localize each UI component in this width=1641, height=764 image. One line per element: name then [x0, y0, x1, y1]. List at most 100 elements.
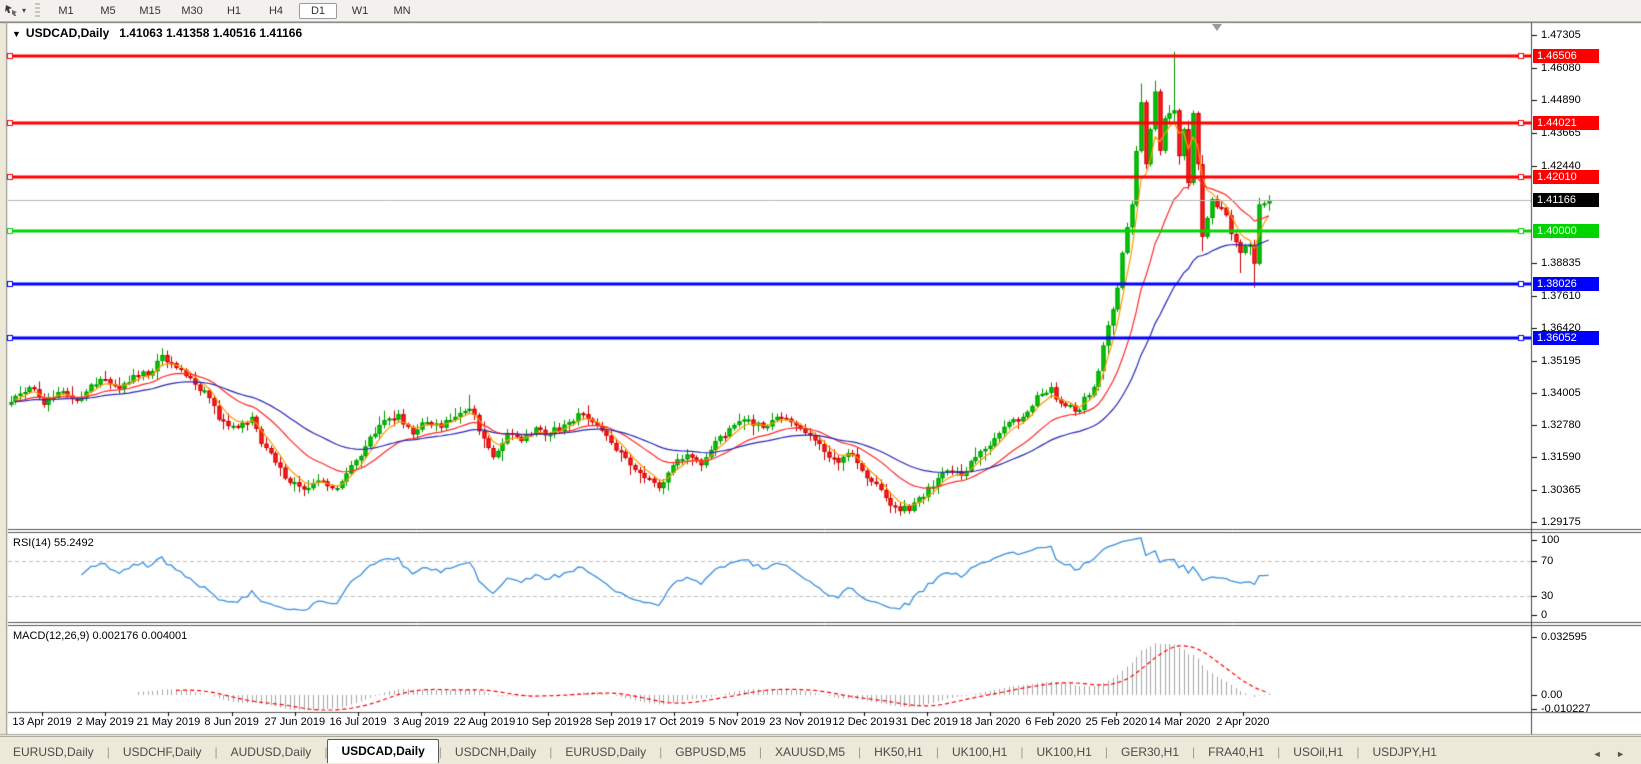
- hline-price-badge: 1.46506: [1533, 49, 1599, 64]
- tab-separator: |: [1356, 745, 1360, 759]
- tab-scroll-arrows-icon[interactable]: ◄ ►: [1592, 749, 1631, 759]
- current-price-badge: 1.41166: [1533, 193, 1599, 208]
- date-label: 28 Sep 2019: [579, 716, 642, 728]
- rsi-panel[interactable]: [8, 533, 1531, 622]
- tab-separator: |: [1020, 745, 1024, 759]
- tab-xauusd-m5[interactable]: XAUUSD,M5: [775, 745, 846, 759]
- timeframe-button-d1[interactable]: D1: [299, 2, 338, 19]
- date-label: 16 Jul 2019: [329, 716, 387, 728]
- price-tick-label: 1.35195: [1541, 354, 1581, 367]
- date-label: 27 Jun 2019: [264, 716, 326, 728]
- macd-panel[interactable]: [8, 626, 1531, 712]
- date-label: 8 Jun 2019: [204, 716, 259, 728]
- timeframe-buttons: M1 M5 M15 M30 H1 H4 D1 W1 MN: [45, 2, 423, 19]
- date-label: 12 Dec 2019: [832, 716, 895, 728]
- rsi-tick-label: 0: [1541, 609, 1548, 621]
- price-tick-label: 1.32780: [1541, 419, 1581, 432]
- cursor-tool-icon[interactable]: [3, 3, 21, 19]
- chart-symbol-label: USDCAD,Daily: [25, 26, 110, 40]
- tab-uk100-h1[interactable]: UK100,H1: [951, 745, 1008, 759]
- price-tick-label: 1.47305: [1541, 29, 1581, 41]
- price-tick-label: 1.30365: [1541, 484, 1581, 497]
- price-tick-label: 1.46080: [1541, 61, 1581, 74]
- timeframe-button-h4[interactable]: H4: [268, 4, 284, 17]
- tab-usoil-h1[interactable]: USOil,H1: [1293, 745, 1344, 759]
- price-tick-label: 1.42440: [1541, 159, 1581, 172]
- price-tick-label: 1.34005: [1541, 386, 1581, 399]
- chart-dropdown-icon[interactable]: ▼: [12, 29, 21, 39]
- tab-separator: |: [549, 745, 553, 759]
- rsi-tick-label: 30: [1541, 590, 1554, 602]
- price-tick-label: 1.38835: [1541, 256, 1581, 269]
- tab-separator: |: [935, 745, 939, 759]
- tab-usdcnh-daily[interactable]: USDCNH,Daily: [454, 745, 537, 759]
- cursor-tool-caret[interactable]: ▾: [22, 6, 27, 15]
- tab-separator: |: [1192, 745, 1196, 759]
- price-tick-label: 1.31590: [1541, 451, 1581, 464]
- hline-price-badge: 1.40000: [1533, 224, 1599, 239]
- macd-indicator-label: MACD(12,26,9) 0.002176 0.004001: [13, 630, 188, 642]
- rsi-tick-label: 100: [1541, 534, 1560, 546]
- main-chart-panel[interactable]: [8, 24, 1531, 529]
- chart-tabs: EURUSD,Daily | USDCHF,Daily | AUDUSD,Daily | U…: [0, 739, 1450, 763]
- macd-tick-label: 0.032595: [1541, 631, 1587, 643]
- price-tick-label: 1.37610: [1541, 289, 1581, 302]
- tab-separator: |: [1104, 745, 1108, 759]
- chart-tabs-bar: EURUSD,Daily | USDCHF,Daily | AUDUSD,Daily | U…: [0, 736, 1641, 763]
- tab-separator: |: [659, 745, 663, 759]
- tab-hk50-h1[interactable]: HK50,H1: [874, 745, 923, 759]
- tab-usdcad-daily[interactable]: USDCAD,Daily: [327, 739, 439, 763]
- macd-tick-label: 0.00: [1541, 689, 1563, 701]
- tab-separator: |: [324, 745, 328, 759]
- date-label: 31 Dec 2019: [895, 716, 958, 728]
- tab-separator: |: [1277, 745, 1281, 759]
- timeframe-button-h1[interactable]: H1: [226, 4, 242, 17]
- hline-price-badge: 1.36052: [1533, 330, 1599, 345]
- tab-gbpusd-m5[interactable]: GBPUSD,M5: [675, 745, 746, 759]
- date-label: 23 Nov 2019: [769, 716, 832, 728]
- price-tick-label: 1.29175: [1541, 516, 1581, 529]
- date-label: 25 Feb 2020: [1085, 716, 1148, 728]
- date-label: 2 May 2019: [76, 716, 134, 728]
- timeframe-button-m15[interactable]: M15: [139, 4, 161, 17]
- chart-ohlc-values: 1.41063 1.41358 1.40516 1.41166: [119, 26, 303, 40]
- date-label: 18 Jan 2020: [959, 716, 1021, 728]
- date-label: 22 Aug 2019: [453, 716, 516, 728]
- tab-uk100-h1[interactable]: UK100,H1: [1036, 745, 1092, 759]
- rsi-indicator-label: RSI(14) 55.2492: [13, 537, 94, 549]
- timeframe-button-m1[interactable]: M1: [58, 4, 74, 17]
- tab-separator: |: [214, 745, 218, 759]
- rsi-tick-label: 70: [1541, 555, 1554, 567]
- chart-shift-marker-icon[interactable]: [1212, 24, 1222, 31]
- chart-header: ▼ USDCAD,Daily 1.41063 1.41358 1.40516 1.4…: [12, 26, 302, 40]
- timeframe-button-mn[interactable]: MN: [393, 4, 411, 17]
- tab-separator: |: [106, 745, 110, 759]
- hline-price-badge: 1.44021: [1533, 116, 1599, 131]
- price-tick-label: 1.44890: [1541, 93, 1581, 106]
- tab-usdchf-daily[interactable]: USDCHF,Daily: [122, 745, 202, 759]
- date-label: 10 Sep 2019: [516, 716, 579, 728]
- hline-price-badge: 1.42010: [1533, 170, 1599, 185]
- tab-eurusd-daily[interactable]: EURUSD,Daily: [13, 745, 94, 759]
- date-label: 21 May 2019: [136, 716, 201, 728]
- toolbar-gripper: [35, 3, 41, 18]
- timeframe-toolbar: ▾ M1 M5 M15 M30 H1 H4 D1 W1 MN: [0, 0, 1641, 22]
- timeframe-button-w1[interactable]: W1: [351, 4, 369, 17]
- tab-ger30-h1[interactable]: GER30,H1: [1120, 745, 1180, 759]
- tab-usdjpy-h1[interactable]: USDJPY,H1: [1372, 745, 1437, 759]
- date-label: 5 Nov 2019: [709, 716, 766, 728]
- date-label: 3 Aug 2019: [393, 716, 450, 728]
- date-label: 6 Feb 2020: [1025, 716, 1082, 728]
- tab-eurusd-daily[interactable]: EURUSD,Daily: [565, 745, 647, 759]
- macd-tick-label: -0.010227: [1541, 703, 1591, 715]
- timeframe-button-m30[interactable]: M30: [181, 4, 203, 17]
- date-label: 2 Apr 2020: [1216, 716, 1270, 728]
- tab-audusd-daily[interactable]: AUDUSD,Daily: [230, 745, 312, 759]
- timeframe-button-m5[interactable]: M5: [100, 4, 116, 17]
- price-tick-label: 1.36420: [1541, 321, 1581, 334]
- tab-fra40-h1[interactable]: FRA40,H1: [1208, 745, 1265, 759]
- price-tick-label: 1.43665: [1541, 126, 1581, 139]
- date-label: 17 Oct 2019: [644, 716, 704, 728]
